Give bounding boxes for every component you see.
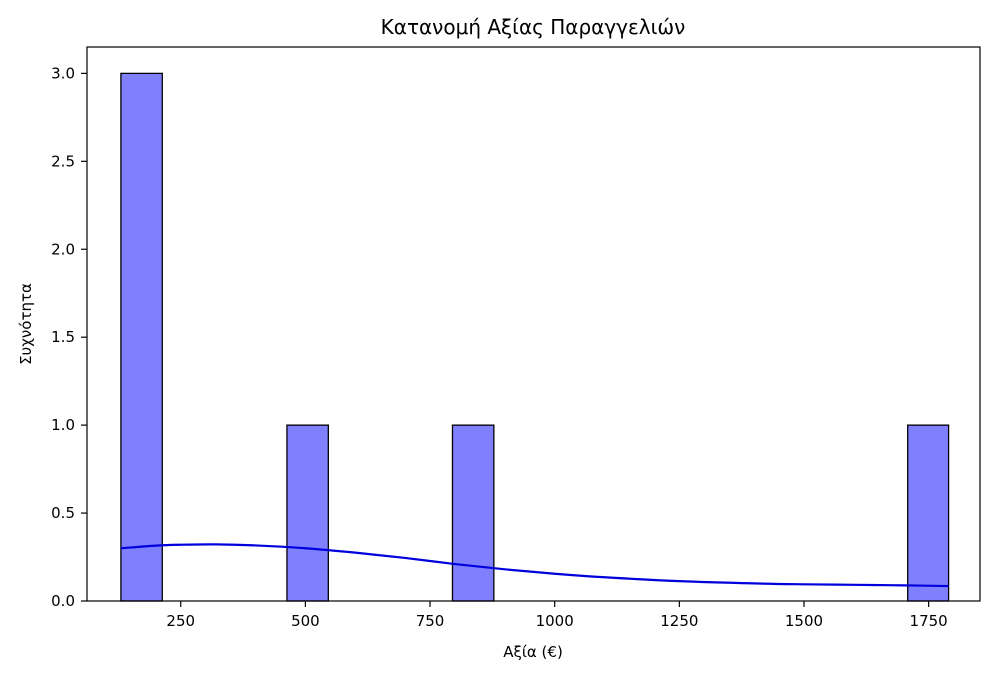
- x-tick-label: 1250: [660, 612, 698, 630]
- y-tick-label: 0.0: [51, 592, 75, 610]
- x-tick-label: 500: [291, 612, 320, 630]
- histogram-bar-4: [907, 424, 950, 602]
- histogram-bar-3: [451, 424, 495, 602]
- histogram-bar-2: [286, 424, 329, 602]
- chart-title: Κατανομή Αξίας Παραγγελιών: [381, 15, 686, 39]
- x-tick-label: 1750: [910, 612, 948, 630]
- y-tick-label: 3.0: [51, 64, 75, 82]
- x-axis: 250 500 750 1000 1250 1500 1750: [166, 601, 948, 630]
- x-axis-label: Αξία (€): [503, 643, 563, 661]
- y-axis: 0.0 0.5 1.0 1.5 2.0 2.5 3.0: [51, 64, 87, 610]
- y-tick-label: 1.5: [51, 328, 75, 346]
- y-tick-label: 2.0: [51, 240, 75, 258]
- x-tick-label: 750: [416, 612, 445, 630]
- kde-layer: [120, 543, 949, 588]
- histogram-bar-1: [120, 72, 163, 602]
- bars-layer: [120, 72, 950, 602]
- x-tick-label: 1500: [785, 612, 823, 630]
- y-tick-label: 1.0: [51, 416, 75, 434]
- x-tick-label: 1000: [536, 612, 574, 630]
- x-tick-label: 250: [166, 612, 195, 630]
- y-axis-label: Συχνότητα: [17, 283, 35, 365]
- y-tick-label: 2.5: [51, 152, 75, 170]
- plot-frame: [86, 46, 981, 602]
- y-tick-label: 0.5: [51, 504, 75, 522]
- kde-line: [120, 543, 949, 588]
